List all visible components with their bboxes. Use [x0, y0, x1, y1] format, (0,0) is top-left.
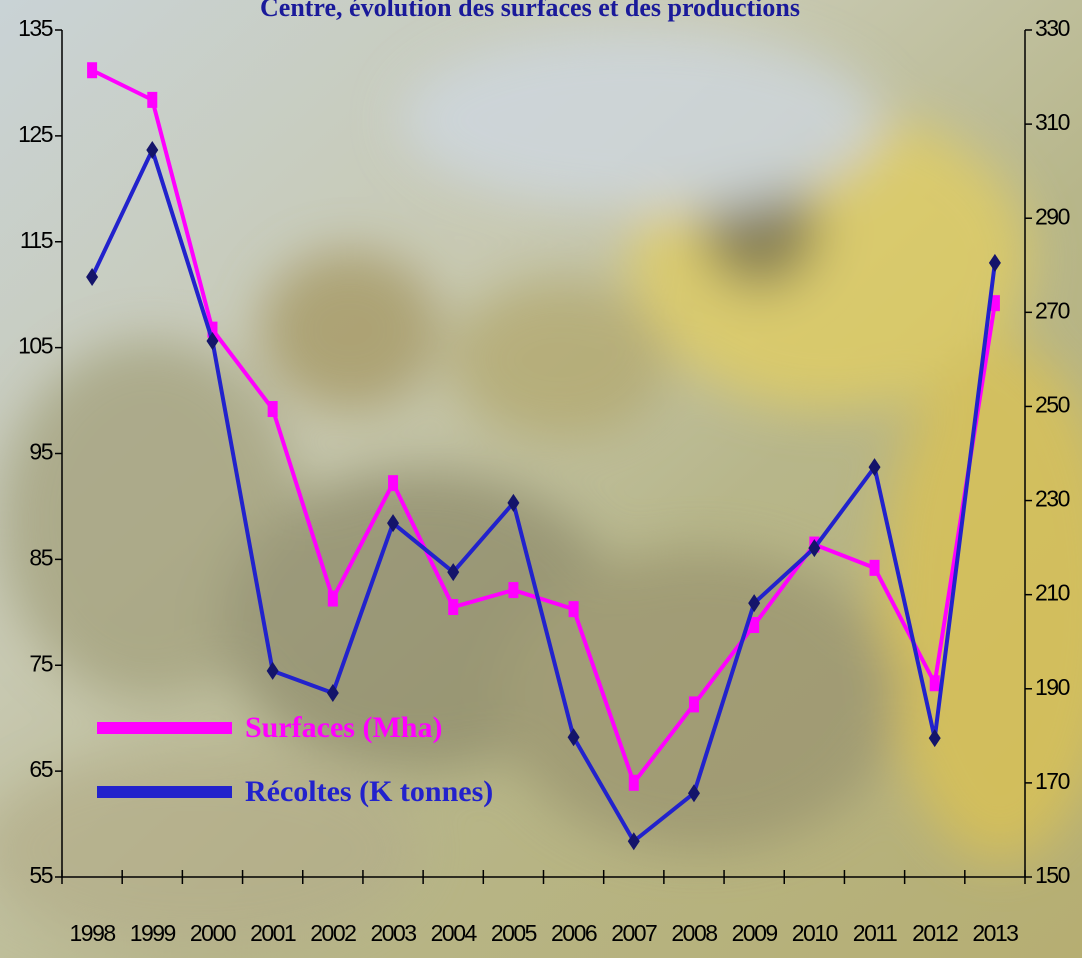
y2-tick-label: 290: [1035, 203, 1070, 229]
chart-title: Centre, évolution des surfaces et des pr…: [260, 0, 800, 22]
x-tick-label: 2005: [491, 920, 537, 946]
legend-label: Surfaces (Mha): [245, 711, 442, 744]
y2-tick-label: 310: [1035, 109, 1070, 135]
data-point: [569, 601, 579, 617]
y-tick-label: 125: [18, 121, 53, 147]
x-tick-label: 2000: [190, 920, 236, 946]
x-tick-label: 2008: [671, 920, 717, 946]
data-point: [448, 599, 458, 615]
data-point: [689, 696, 699, 712]
y2-tick-label: 210: [1035, 580, 1070, 606]
y-tick-label: 105: [18, 333, 53, 359]
x-tick-label: 2002: [310, 920, 356, 946]
x-tick-label: 1999: [130, 920, 176, 946]
x-tick-label: 2013: [972, 920, 1018, 946]
x-tick-label: 2010: [792, 920, 838, 946]
y-tick-label: 85: [29, 544, 52, 570]
y-tick-label: 65: [29, 756, 52, 782]
data-point: [388, 475, 398, 491]
y2-tick-label: 270: [1035, 297, 1070, 323]
x-tick-label: 2004: [431, 920, 478, 946]
data-point: [870, 560, 880, 576]
y-tick-label: 135: [18, 15, 53, 41]
data-point: [508, 582, 518, 598]
y2-tick-label: 190: [1035, 674, 1070, 700]
x-tick-label: 2003: [370, 920, 416, 946]
y-tick-label: 75: [29, 650, 52, 676]
x-tick-label: 2007: [611, 920, 657, 946]
y2-tick-label: 150: [1035, 862, 1070, 888]
y-tick-label: 95: [29, 439, 52, 465]
y2-tick-label: 230: [1035, 486, 1070, 512]
chart: Centre, évolution des surfaces et des pr…: [0, 0, 1082, 958]
y2-tick-label: 250: [1035, 392, 1070, 418]
data-point: [147, 92, 157, 108]
y2-tick-label: 330: [1035, 15, 1070, 41]
data-point: [629, 775, 639, 791]
data-point: [268, 401, 278, 417]
x-tick-label: 1998: [70, 920, 116, 946]
x-tick-label: 2011: [853, 920, 897, 946]
y-tick-label: 115: [20, 227, 53, 253]
data-point: [930, 675, 940, 691]
data-point: [87, 62, 97, 78]
y2-tick-label: 170: [1035, 768, 1070, 794]
y-tick-label: 55: [29, 862, 52, 888]
x-tick-label: 2012: [912, 920, 958, 946]
x-tick-label: 2009: [732, 920, 778, 946]
x-tick-label: 2006: [551, 920, 597, 946]
legend-label: Récoltes (K tonnes): [245, 775, 493, 808]
data-point: [328, 591, 338, 607]
x-tick-label: 2001: [250, 920, 296, 946]
